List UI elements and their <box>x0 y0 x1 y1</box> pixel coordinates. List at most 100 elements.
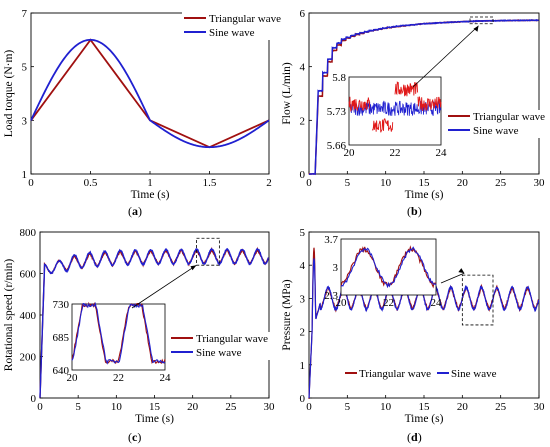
zoom-arrowhead-b <box>473 25 479 32</box>
panel-label-b: (b) <box>407 204 422 218</box>
legend-label-sine-d: Sine wave <box>451 368 497 380</box>
panel-label-d: (d) <box>407 430 422 444</box>
inset-x-tick-label-d: 22 <box>383 297 394 309</box>
x-axis-label-d: Time (s) <box>405 413 444 425</box>
x-tick-label-b: 30 <box>534 177 546 189</box>
inset-y-tick-label-d: 3 <box>333 262 339 274</box>
x-tick-label-c: 0 <box>37 401 43 413</box>
inset-x-tick-label-b: 24 <box>436 147 448 159</box>
y-tick-label-a: 7 <box>22 8 28 20</box>
legend-label-triangular-a: Triangular wave <box>209 13 281 25</box>
x-axis-label-a: Time (s) <box>131 189 170 201</box>
y-tick-label-a: 3 <box>22 115 28 127</box>
series-line-sine-a <box>30 38 270 149</box>
y-tick-label-b: 4 <box>300 62 306 74</box>
y-tick-label-c: 800 <box>20 227 37 239</box>
inset-line-sine-d <box>340 246 437 289</box>
legend-box-c <box>169 332 284 360</box>
x-tick-label-d: 15 <box>419 401 431 413</box>
zoom-arrow-c <box>131 264 197 309</box>
y-tick-label-c: 200 <box>20 352 37 364</box>
inset-y-tick-label-c: 685 <box>53 332 70 344</box>
legend-label-triangular-c: Triangular wave <box>196 333 268 345</box>
x-tick-label-c: 10 <box>111 401 123 413</box>
inset-line-sine-c <box>71 301 166 365</box>
y-axis-label-d: Pressure (MPa) <box>281 279 293 350</box>
x-axis-label-c: Time (s) <box>135 413 174 425</box>
inset-line-triangular-b <box>394 80 419 97</box>
zoom-arrowhead-c <box>190 265 197 271</box>
x-tick-label-d: 5 <box>345 401 351 413</box>
zoom-arrow-b <box>412 25 479 88</box>
zoom-box-b <box>469 16 494 25</box>
legend-box-b <box>446 110 550 138</box>
inset-x-tick-label-d: 20 <box>336 297 348 309</box>
x-tick-label-c: 5 <box>75 401 81 413</box>
panel-label-a: (a) <box>128 204 142 218</box>
inset-y-tick-label-c: 730 <box>53 299 70 311</box>
x-tick-label-b: 20 <box>457 177 469 189</box>
legend-label-sine-a: Sine wave <box>209 27 255 39</box>
x-tick-label-c: 20 <box>187 401 199 413</box>
inset-x-tick-label-b: 20 <box>344 147 356 159</box>
series-line-sine-b <box>308 18 539 176</box>
x-tick-label-d: 20 <box>457 401 469 413</box>
x-tick-label-b: 25 <box>495 177 507 189</box>
inset-y-tick-label-b: 5.66 <box>327 140 347 152</box>
x-tick-label-c: 30 <box>264 401 276 413</box>
panel-label-c: (c) <box>128 430 141 444</box>
legend-box-a <box>182 12 297 40</box>
inset-line-triangular-d <box>340 245 437 289</box>
inset-frame-d <box>340 238 437 296</box>
y-tick-label-c: 0 <box>31 393 37 405</box>
x-tick-label-b: 10 <box>380 177 392 189</box>
x-tick-label-c: 25 <box>225 401 237 413</box>
x-tick-label-b: 5 <box>345 177 351 189</box>
legend-label-triangular-d: Triangular wave <box>359 368 431 380</box>
x-tick-label-a: 1 <box>147 177 153 189</box>
inset-y-tick-label-d: 2.3 <box>324 290 338 302</box>
y-axis-label-b: Flow (L/min) <box>281 62 293 124</box>
inset-y-tick-label-d: 3.7 <box>324 234 338 246</box>
y-tick-label-d: 5 <box>300 227 306 239</box>
inset-line-triangular-b <box>371 118 394 133</box>
x-tick-label-d: 0 <box>306 401 312 413</box>
x-tick-label-b: 15 <box>419 177 431 189</box>
x-tick-label-d: 30 <box>534 401 546 413</box>
inset-y-tick-label-b: 5.8 <box>332 72 346 84</box>
x-tick-label-a: 0.5 <box>84 177 98 189</box>
inset-x-tick-label-d: 24 <box>431 297 443 309</box>
zoom-box-c <box>196 237 220 266</box>
y-tick-label-a: 5 <box>22 62 28 74</box>
x-tick-label-a: 2 <box>266 177 272 189</box>
x-tick-label-d: 25 <box>495 401 507 413</box>
zoom-arrowhead-d <box>458 268 465 274</box>
inset-line-triangular-b <box>417 96 442 112</box>
y-tick-label-b: 6 <box>300 8 306 20</box>
x-tick-label-a: 0 <box>28 177 34 189</box>
series-line-sine-d <box>308 258 540 399</box>
zoom-box-d <box>461 274 494 326</box>
y-axis-label-a: Load torque (N·m) <box>3 50 15 138</box>
y-tick-label-b: 2 <box>300 115 306 127</box>
y-tick-label-d: 2 <box>300 327 306 339</box>
legend-label-sine-c: Sine wave <box>196 347 242 359</box>
y-tick-label-d: 4 <box>300 260 306 272</box>
y-axis-label-c: Rotational speed (r/min) <box>3 259 15 372</box>
legend-label-triangular-b: Triangular wave <box>473 111 545 123</box>
series-line-sine-c <box>39 247 269 398</box>
inset-y-tick-label-b: 5.73 <box>327 106 347 118</box>
inset-line-triangular-b <box>348 96 371 112</box>
y-tick-label-c: 600 <box>20 269 37 281</box>
inset-x-tick-label-b: 22 <box>390 147 401 159</box>
y-tick-label-d: 0 <box>300 393 306 405</box>
y-tick-label-c: 400 <box>20 310 37 322</box>
x-tick-label-a: 1.5 <box>203 177 217 189</box>
inset-line-sine-b <box>348 100 442 116</box>
x-tick-label-c: 15 <box>149 401 161 413</box>
inset-x-tick-label-c: 24 <box>160 372 172 384</box>
x-tick-label-b: 0 <box>306 177 312 189</box>
y-tick-label-b: 0 <box>300 169 306 181</box>
x-tick-label-d: 10 <box>380 401 392 413</box>
y-tick-label-d: 3 <box>300 293 306 305</box>
